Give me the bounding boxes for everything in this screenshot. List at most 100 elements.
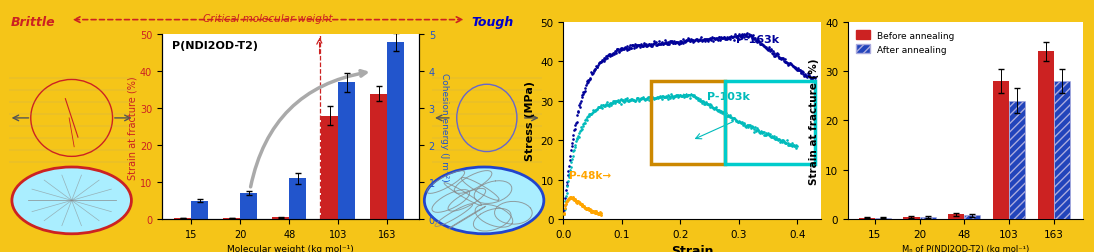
Point xyxy=(673,40,690,44)
Point xyxy=(609,99,627,103)
Point xyxy=(752,131,769,135)
Point xyxy=(624,97,641,101)
Point xyxy=(622,47,640,51)
Point xyxy=(627,99,644,103)
Point xyxy=(568,137,585,141)
Point xyxy=(770,56,788,60)
Point xyxy=(578,207,595,211)
Point xyxy=(686,94,703,98)
Point xyxy=(796,72,814,76)
Point xyxy=(742,34,759,38)
Point xyxy=(626,100,643,104)
Point xyxy=(678,94,696,98)
Point xyxy=(596,57,614,61)
Point xyxy=(757,46,775,50)
Point xyxy=(726,119,744,123)
Point xyxy=(740,125,757,129)
Point xyxy=(723,36,741,40)
Point xyxy=(671,43,688,47)
Point xyxy=(672,42,689,46)
Point xyxy=(697,38,714,42)
Bar xyxy=(904,217,920,219)
Point xyxy=(615,48,632,52)
Point xyxy=(686,39,703,43)
Point xyxy=(761,134,779,138)
Point xyxy=(750,131,768,135)
Point xyxy=(705,37,722,41)
Point xyxy=(723,118,741,122)
Point xyxy=(765,136,782,140)
Point xyxy=(607,50,625,54)
Point xyxy=(771,57,789,61)
Point xyxy=(563,155,581,159)
Point xyxy=(763,135,780,139)
Point xyxy=(573,204,591,208)
Point xyxy=(688,38,706,42)
Point xyxy=(635,97,652,101)
Point xyxy=(557,203,574,207)
Point xyxy=(714,36,732,40)
Point xyxy=(760,48,778,52)
Point xyxy=(661,96,678,100)
Point xyxy=(631,46,649,50)
Point xyxy=(709,37,726,41)
Point xyxy=(674,95,691,99)
Point xyxy=(702,104,720,108)
Point xyxy=(726,35,744,39)
Point xyxy=(790,68,807,72)
Point xyxy=(581,208,598,212)
Point xyxy=(587,107,605,111)
Point xyxy=(777,58,794,62)
Point xyxy=(732,121,749,125)
Point xyxy=(647,42,664,46)
Point xyxy=(761,50,779,54)
Point xyxy=(755,44,772,48)
Point xyxy=(760,134,778,138)
X-axis label: Mₙ of P(NDI2OD-T2) (kg mol⁻¹): Mₙ of P(NDI2OD-T2) (kg mol⁻¹) xyxy=(901,244,1029,252)
Point xyxy=(573,128,591,132)
Point xyxy=(799,72,816,76)
Point xyxy=(638,43,655,47)
Point xyxy=(798,75,815,79)
Point xyxy=(695,101,712,105)
Point xyxy=(627,46,644,50)
Point xyxy=(771,139,789,143)
Point xyxy=(592,210,609,214)
Point xyxy=(745,128,763,132)
Point xyxy=(752,43,769,47)
Point xyxy=(626,99,643,103)
Point xyxy=(562,197,580,201)
Point xyxy=(610,101,628,105)
Point xyxy=(722,36,740,40)
Point xyxy=(659,43,676,47)
Point xyxy=(711,110,729,114)
Point xyxy=(687,39,705,43)
Point xyxy=(613,47,630,51)
Point xyxy=(791,68,808,72)
Point xyxy=(728,119,745,123)
Point xyxy=(788,146,805,150)
Point xyxy=(660,43,677,47)
Point xyxy=(590,106,607,110)
Point xyxy=(721,36,738,40)
Point xyxy=(619,99,637,103)
Point xyxy=(653,94,671,99)
Text: Brittle: Brittle xyxy=(11,16,56,28)
Point xyxy=(566,127,583,131)
Point xyxy=(597,55,615,59)
Point xyxy=(778,142,795,146)
Point xyxy=(682,96,699,100)
Point xyxy=(780,141,798,145)
Point xyxy=(618,45,636,49)
Point xyxy=(563,158,581,162)
Point xyxy=(694,101,711,105)
Bar xyxy=(223,218,241,219)
Point xyxy=(712,36,730,40)
Point xyxy=(651,43,668,47)
Point xyxy=(802,76,819,80)
Point xyxy=(720,37,737,41)
Point xyxy=(755,44,772,48)
Point xyxy=(641,96,659,100)
Point xyxy=(666,42,684,46)
Point xyxy=(766,136,783,140)
